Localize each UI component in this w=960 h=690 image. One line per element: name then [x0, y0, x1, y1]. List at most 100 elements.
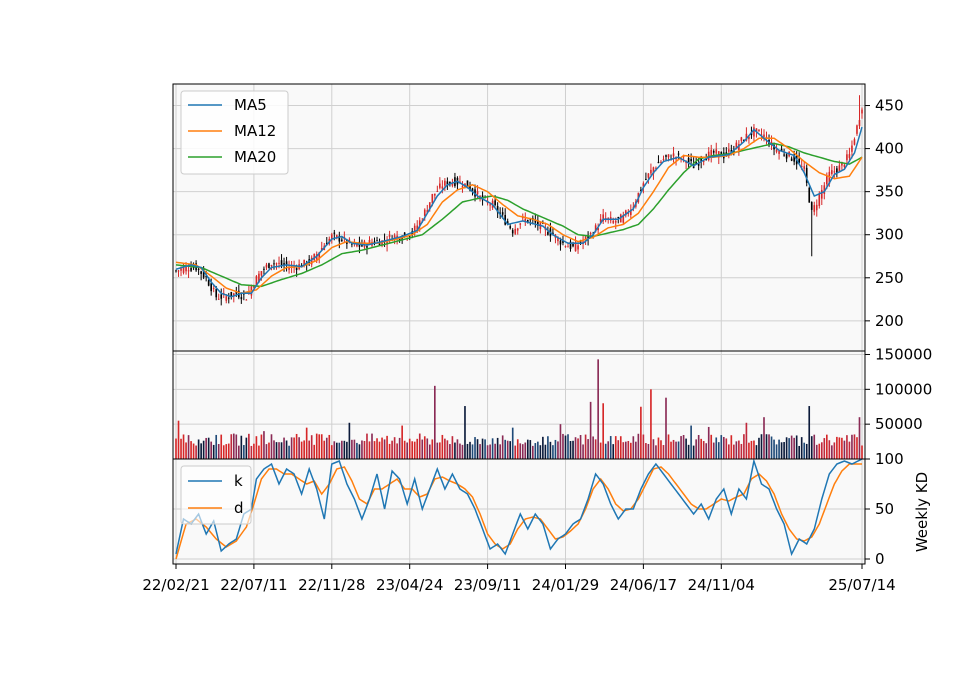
candle-body — [320, 248, 323, 251]
candle-body — [793, 154, 795, 162]
volume-bar — [619, 436, 622, 459]
volume-bar — [582, 444, 584, 459]
candle-body — [843, 164, 846, 167]
volume-bar — [320, 434, 323, 459]
volume-bar — [589, 401, 592, 459]
candle-body — [227, 297, 230, 299]
candle-body — [748, 136, 750, 140]
volume-bar — [489, 444, 491, 459]
volume-bar — [185, 442, 187, 459]
volume-bar — [858, 417, 861, 459]
kd-panel-border — [172, 458, 866, 565]
volume-bar — [564, 435, 567, 459]
volume-y-tick-label: 50000 — [875, 415, 923, 433]
volume-bar — [175, 438, 177, 459]
volume-bar — [491, 438, 494, 459]
price-y-tick-label: 450 — [875, 97, 904, 115]
candle-body — [534, 219, 537, 223]
volume-bar — [187, 435, 190, 459]
volume-bar — [263, 431, 265, 459]
candle-body — [333, 232, 336, 234]
candle-body — [589, 232, 592, 234]
volume-bar — [343, 440, 346, 459]
volume-bar — [431, 439, 434, 459]
volume-bar — [474, 437, 476, 459]
volume-bar — [499, 444, 501, 459]
volume-bar — [650, 389, 652, 459]
candle-body — [413, 225, 416, 232]
candle-body — [393, 235, 396, 238]
candle-body — [803, 166, 806, 169]
volume-bar — [773, 439, 775, 459]
volume-bar — [180, 438, 182, 459]
candle-body — [622, 214, 625, 223]
volume-bar — [813, 434, 816, 459]
volume-bar — [177, 420, 180, 459]
volume-bar — [831, 445, 833, 459]
volume-bar — [368, 441, 371, 459]
candle-body — [175, 270, 177, 272]
volume-bar — [393, 437, 396, 459]
candle-body — [205, 276, 207, 278]
volume-bar — [838, 437, 841, 459]
kd-y-tick-label: 0 — [875, 550, 885, 568]
volume-bar — [373, 441, 376, 459]
volume-bar — [758, 437, 760, 459]
volume-bar — [471, 444, 474, 459]
volume-bar — [227, 443, 230, 459]
candle-body — [790, 158, 793, 161]
candle-body — [180, 268, 182, 271]
volume-bar — [361, 440, 363, 459]
volume-bar — [338, 442, 341, 459]
candle-body — [579, 241, 582, 244]
candle-body — [428, 202, 431, 209]
candle-body — [187, 270, 190, 272]
candle-body — [270, 264, 273, 267]
volume-bar — [456, 439, 459, 459]
candle-body — [514, 228, 517, 234]
volume-bar — [645, 443, 647, 459]
volume-bar — [363, 440, 366, 459]
candle-body — [202, 269, 205, 278]
volume-bar — [569, 440, 572, 459]
volume-bar — [436, 442, 439, 459]
volume-bar — [408, 438, 411, 459]
candle-body — [695, 162, 697, 165]
volume-bar — [735, 441, 738, 459]
volume-bar — [346, 441, 348, 459]
volume-bar — [637, 433, 640, 459]
legend-ma20: MA20 — [234, 148, 276, 166]
volume-bar — [574, 437, 577, 459]
volume-bar — [476, 439, 479, 459]
volume-bar — [800, 437, 803, 459]
candle-body — [451, 182, 454, 186]
volume-bar — [584, 434, 587, 459]
candle-body — [356, 244, 358, 247]
volume-bar — [815, 444, 818, 459]
volume-bar — [562, 433, 564, 459]
candle-body — [258, 273, 260, 283]
kd-legend: k d — [180, 465, 252, 525]
volume-bar — [750, 440, 753, 459]
candle-body — [587, 235, 589, 239]
candle-body — [476, 191, 479, 195]
volume-bar — [439, 442, 441, 459]
candle-body — [647, 173, 650, 178]
candle-body — [408, 236, 411, 238]
candle-body — [810, 202, 813, 210]
volume-bar — [341, 440, 343, 459]
candle-body — [712, 151, 715, 153]
candle-body — [833, 171, 836, 173]
volume-bar — [469, 441, 471, 459]
candle-body — [330, 234, 333, 240]
candle-body — [433, 193, 436, 196]
candle-body — [841, 161, 843, 166]
candle-body — [727, 149, 730, 152]
candle-body — [700, 157, 703, 163]
volume-bar — [587, 439, 589, 459]
candle-body — [710, 149, 713, 157]
volume-bar — [310, 435, 313, 459]
volume-bar — [466, 443, 469, 459]
candle-body — [461, 186, 464, 188]
